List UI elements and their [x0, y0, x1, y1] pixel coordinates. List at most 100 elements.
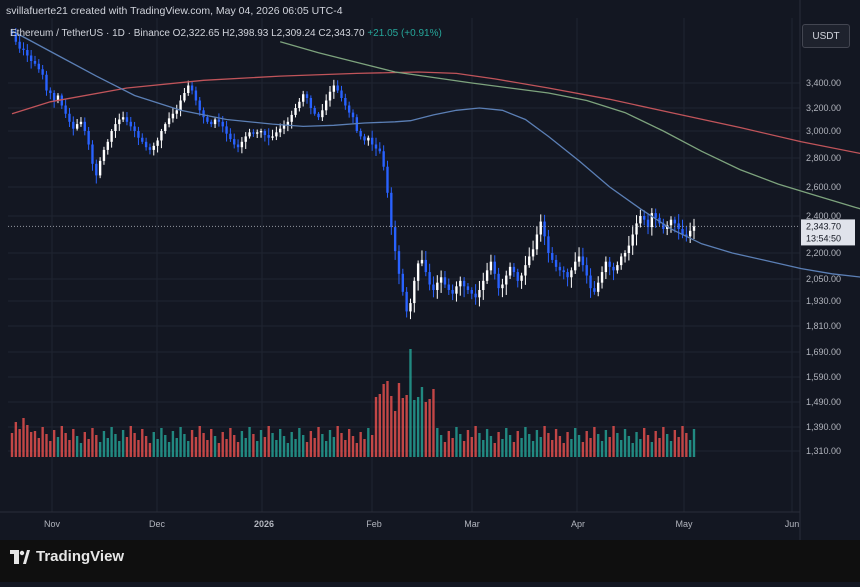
candle-body [424, 259, 427, 273]
candle-body [620, 256, 623, 266]
volume-bar [612, 426, 615, 457]
volume-bar [194, 437, 198, 457]
volume-bar [382, 384, 385, 457]
volume-bar [413, 400, 416, 457]
currency-button[interactable]: USDT [802, 24, 850, 48]
volume-bar [313, 438, 316, 457]
candle-body [662, 223, 665, 229]
candle-body [539, 221, 542, 235]
volume-bar [37, 438, 41, 457]
candle-body [167, 118, 171, 125]
candle-body [547, 236, 550, 253]
volume-bar [501, 439, 504, 457]
volume-bar [351, 436, 355, 457]
volume-bar [52, 430, 56, 457]
candle-body [313, 108, 316, 114]
watermark-line: svillafuerte21 created with TradingView.… [6, 5, 343, 17]
candle-body [98, 160, 102, 176]
candle-body [340, 90, 343, 98]
volume-bar [459, 434, 462, 457]
volume-bar [49, 441, 52, 457]
time-tick-label: Nov [44, 519, 61, 529]
candle-body [271, 136, 274, 138]
candle-body [267, 135, 270, 138]
volume-bar [547, 433, 550, 457]
candle-body [351, 112, 355, 118]
volume-bar [18, 429, 21, 457]
volume-bar [167, 442, 171, 457]
volume-bar [148, 443, 152, 457]
volume-bar [68, 440, 71, 457]
price-tick-label: 1,690.00 [806, 347, 841, 357]
candle-body [309, 98, 313, 108]
volume-bar [33, 431, 37, 457]
time-tick-label: 2026 [254, 519, 274, 529]
volume-bar [10, 433, 14, 457]
candle-body [363, 136, 366, 141]
candle-body [681, 228, 684, 235]
volume-bar [451, 438, 454, 457]
price-tick-label: 1,930.00 [806, 296, 841, 306]
volume-bar [321, 434, 324, 457]
candle-body [75, 124, 79, 129]
candle-body [18, 41, 21, 49]
volume-bar [447, 431, 450, 457]
symbol-label[interactable]: Ethereum / TetherUS · 1D · Binance [10, 28, 170, 39]
candle-body [121, 117, 125, 120]
volume-bar [608, 437, 611, 457]
candle-body [336, 85, 339, 91]
volume-bar [252, 434, 255, 457]
candle-body [413, 280, 416, 304]
price-tick-label: 1,390.00 [806, 422, 841, 432]
volume-bar [424, 402, 427, 457]
volume-bar [409, 349, 412, 457]
high-value: H2,398.93 [222, 28, 269, 39]
candle-body [470, 290, 473, 294]
candle-body [405, 291, 408, 312]
volume-bar [286, 443, 290, 457]
volume-bar [455, 427, 458, 457]
volume-bar [566, 432, 569, 457]
candle-body [29, 55, 33, 61]
candle-body [198, 100, 201, 111]
candle-body [497, 273, 500, 289]
candle-body [305, 94, 309, 98]
candle-body [41, 69, 44, 75]
volume-bar [646, 435, 650, 457]
candle-body [688, 230, 692, 237]
candle-body [148, 147, 152, 150]
candle-body [635, 223, 638, 235]
candle-body [225, 126, 228, 134]
candle-body [26, 50, 29, 56]
candle-body [574, 261, 577, 271]
volume-bar [106, 438, 109, 457]
candle-body [593, 288, 596, 292]
last-price-label: 2,343.70 [806, 221, 841, 231]
tradingview-logo[interactable]: TradingView [10, 548, 124, 565]
candle-body [508, 266, 512, 276]
candle-body [190, 85, 194, 91]
volume-bar [432, 389, 435, 457]
candle-body [432, 284, 435, 290]
volume-bar [344, 440, 347, 457]
candle-body [68, 113, 71, 122]
price-tick-label: 1,310.00 [806, 446, 841, 456]
candle-body [328, 91, 332, 101]
volume-bar [206, 440, 209, 457]
candle-body [367, 137, 370, 141]
candle-body [436, 282, 439, 290]
grid-lines [8, 18, 800, 512]
candle-body [302, 94, 305, 102]
candle-body [543, 221, 546, 237]
volume-bar [225, 439, 228, 457]
volume-bar [669, 441, 673, 457]
candle-body [286, 121, 290, 126]
volume-bar [405, 395, 408, 457]
candle-body [79, 121, 83, 125]
candle-body [616, 265, 619, 271]
candle-body [324, 100, 328, 111]
price-tick-label: 3,200.00 [806, 103, 841, 113]
volume-bar [259, 430, 263, 457]
candle-body [439, 277, 443, 283]
